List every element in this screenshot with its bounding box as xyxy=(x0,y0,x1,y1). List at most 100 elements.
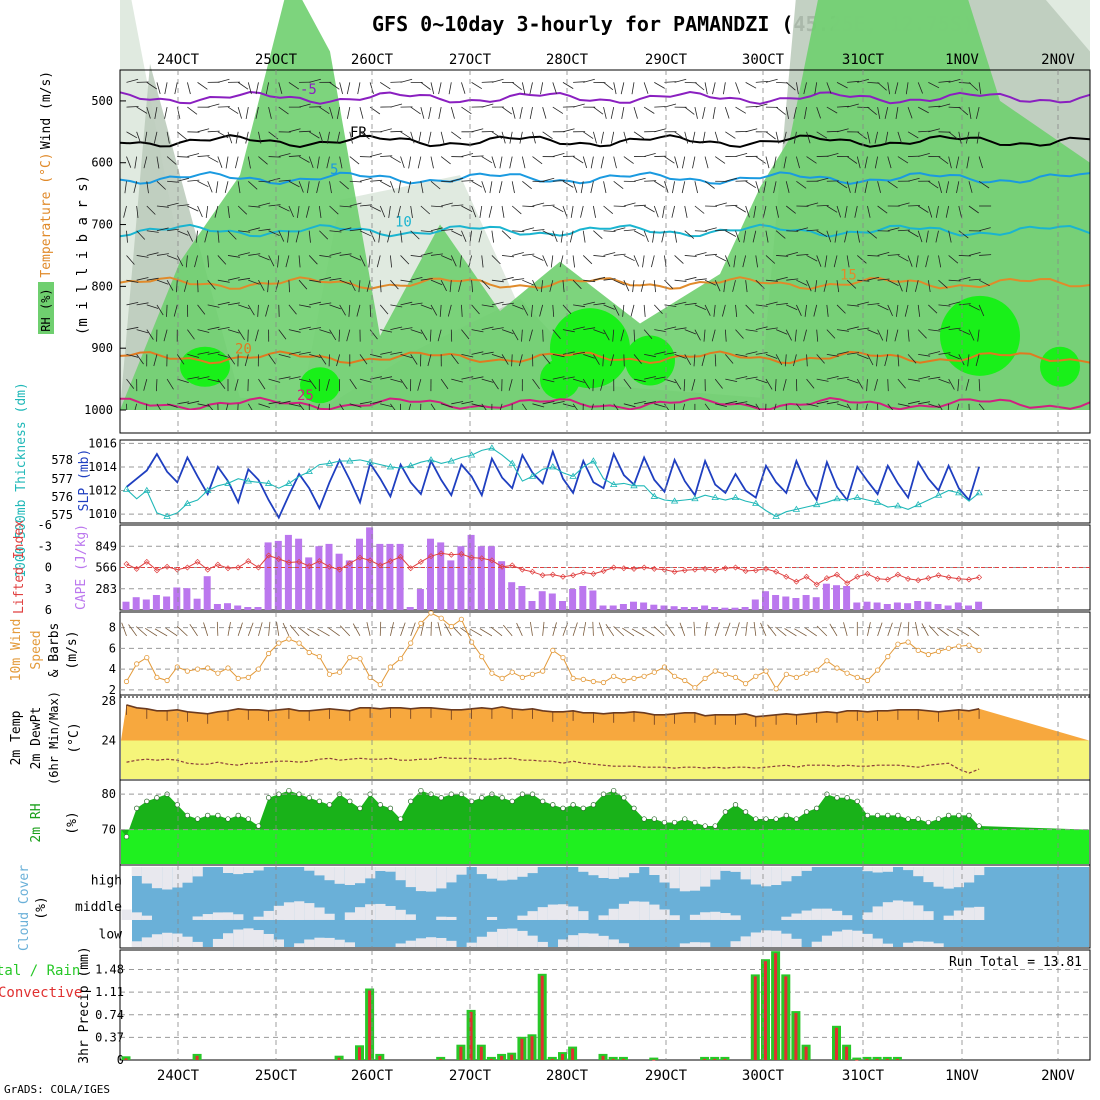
cloud-gap xyxy=(497,928,508,947)
wind-barb xyxy=(725,177,738,182)
cloud-gap xyxy=(527,935,538,948)
wind-barb xyxy=(816,106,821,119)
rh2m-point xyxy=(874,812,881,819)
thickness-point xyxy=(630,482,638,489)
wind-barb xyxy=(359,131,370,140)
wind-barb xyxy=(349,255,361,261)
wind-barb xyxy=(867,131,871,144)
date-bottom: 30OCT xyxy=(742,1068,785,1084)
cloud-gap xyxy=(578,911,589,921)
wind-barb xyxy=(643,106,655,114)
wind-barb xyxy=(339,253,352,256)
wind-barb xyxy=(874,131,878,144)
wind-barb xyxy=(796,82,799,95)
slp-tick: 1014 xyxy=(88,460,117,474)
wind-barb xyxy=(278,400,291,405)
wind-barb xyxy=(459,255,462,268)
wind-barb xyxy=(867,354,874,366)
temp-label-2: 2m DewPt xyxy=(29,707,44,770)
cape-bar xyxy=(944,605,952,610)
lifted-point xyxy=(448,551,455,558)
wind-barb xyxy=(417,156,422,169)
wind-barb xyxy=(430,180,441,190)
cloud-label: Cloud Cover xyxy=(17,865,32,951)
wind-barb xyxy=(491,131,503,139)
wind-barb xyxy=(410,329,423,334)
wind-barb xyxy=(742,255,747,268)
wind-barb xyxy=(278,376,291,380)
wind-barb xyxy=(156,82,161,95)
surface-barb xyxy=(631,628,645,637)
wind-barb xyxy=(166,131,170,144)
wind-barb xyxy=(733,255,736,268)
wind-barb xyxy=(245,131,249,144)
wind-barb xyxy=(755,255,758,268)
cloud-gap xyxy=(314,907,325,920)
wind-barb xyxy=(722,304,726,317)
cape-bar xyxy=(873,602,881,610)
thickness-point xyxy=(528,472,537,479)
cape-bar xyxy=(762,591,769,610)
cloud-gap xyxy=(517,915,528,921)
wind-barb xyxy=(430,279,443,286)
wind-barb xyxy=(326,378,330,391)
lifted-point xyxy=(925,575,932,582)
cloud-gap xyxy=(933,943,944,948)
wind-point xyxy=(529,671,536,677)
cross-surface-bg xyxy=(120,410,1090,433)
wind-barb xyxy=(237,106,242,119)
wind-barb xyxy=(278,230,285,242)
wind-barb xyxy=(349,403,362,408)
wind-barb xyxy=(785,181,790,193)
wind-barb xyxy=(126,255,135,265)
wind-barb xyxy=(278,106,289,115)
wind-barb xyxy=(390,103,403,108)
wind-barb xyxy=(439,304,442,317)
cloud-gap xyxy=(872,906,883,921)
wind-barb xyxy=(512,230,525,233)
wind-barb xyxy=(948,279,961,282)
series-slp xyxy=(125,448,980,520)
cloud-gap xyxy=(964,907,975,920)
wind-barb xyxy=(582,255,593,265)
precip-total-bar xyxy=(710,1056,720,1060)
wind-barb xyxy=(532,280,539,292)
wind-barb xyxy=(471,403,484,408)
wind-point xyxy=(357,656,363,662)
wind-barb xyxy=(593,131,597,144)
wind-barb xyxy=(823,280,828,292)
ytick-label: 700 xyxy=(91,218,113,232)
cloud-gap xyxy=(953,910,964,921)
surface-barb xyxy=(444,623,452,637)
surface-barb xyxy=(653,626,665,637)
lifted-point xyxy=(539,572,546,579)
wind-point xyxy=(580,676,586,683)
wind-barb xyxy=(948,230,952,243)
rh2m-point xyxy=(935,816,942,822)
precip-conv-bar xyxy=(855,1059,859,1061)
wind-barb xyxy=(207,351,220,355)
wind-barb xyxy=(288,180,300,188)
surface-barb xyxy=(542,621,545,636)
wind-barb xyxy=(268,378,281,383)
lifted-point xyxy=(610,564,617,571)
cloud-gap xyxy=(395,943,406,947)
wind-barb xyxy=(143,156,148,169)
wind-barb xyxy=(753,205,757,218)
wind-barb xyxy=(714,354,717,367)
wind-barb xyxy=(895,107,899,119)
wind-barb xyxy=(176,131,187,140)
wind-barb xyxy=(897,403,910,407)
rh2m-point xyxy=(864,812,871,819)
wind-barb xyxy=(562,82,574,89)
lifted-point xyxy=(509,562,516,569)
wind-barb xyxy=(796,180,807,189)
rh2m-point xyxy=(205,812,211,819)
wind-barb xyxy=(856,156,861,169)
wind-point xyxy=(590,678,597,685)
wind-barb xyxy=(207,304,220,308)
cloud-gap xyxy=(415,867,427,892)
thickness-point xyxy=(346,457,354,464)
wind-barb xyxy=(956,181,960,194)
wind-barb xyxy=(552,353,565,358)
